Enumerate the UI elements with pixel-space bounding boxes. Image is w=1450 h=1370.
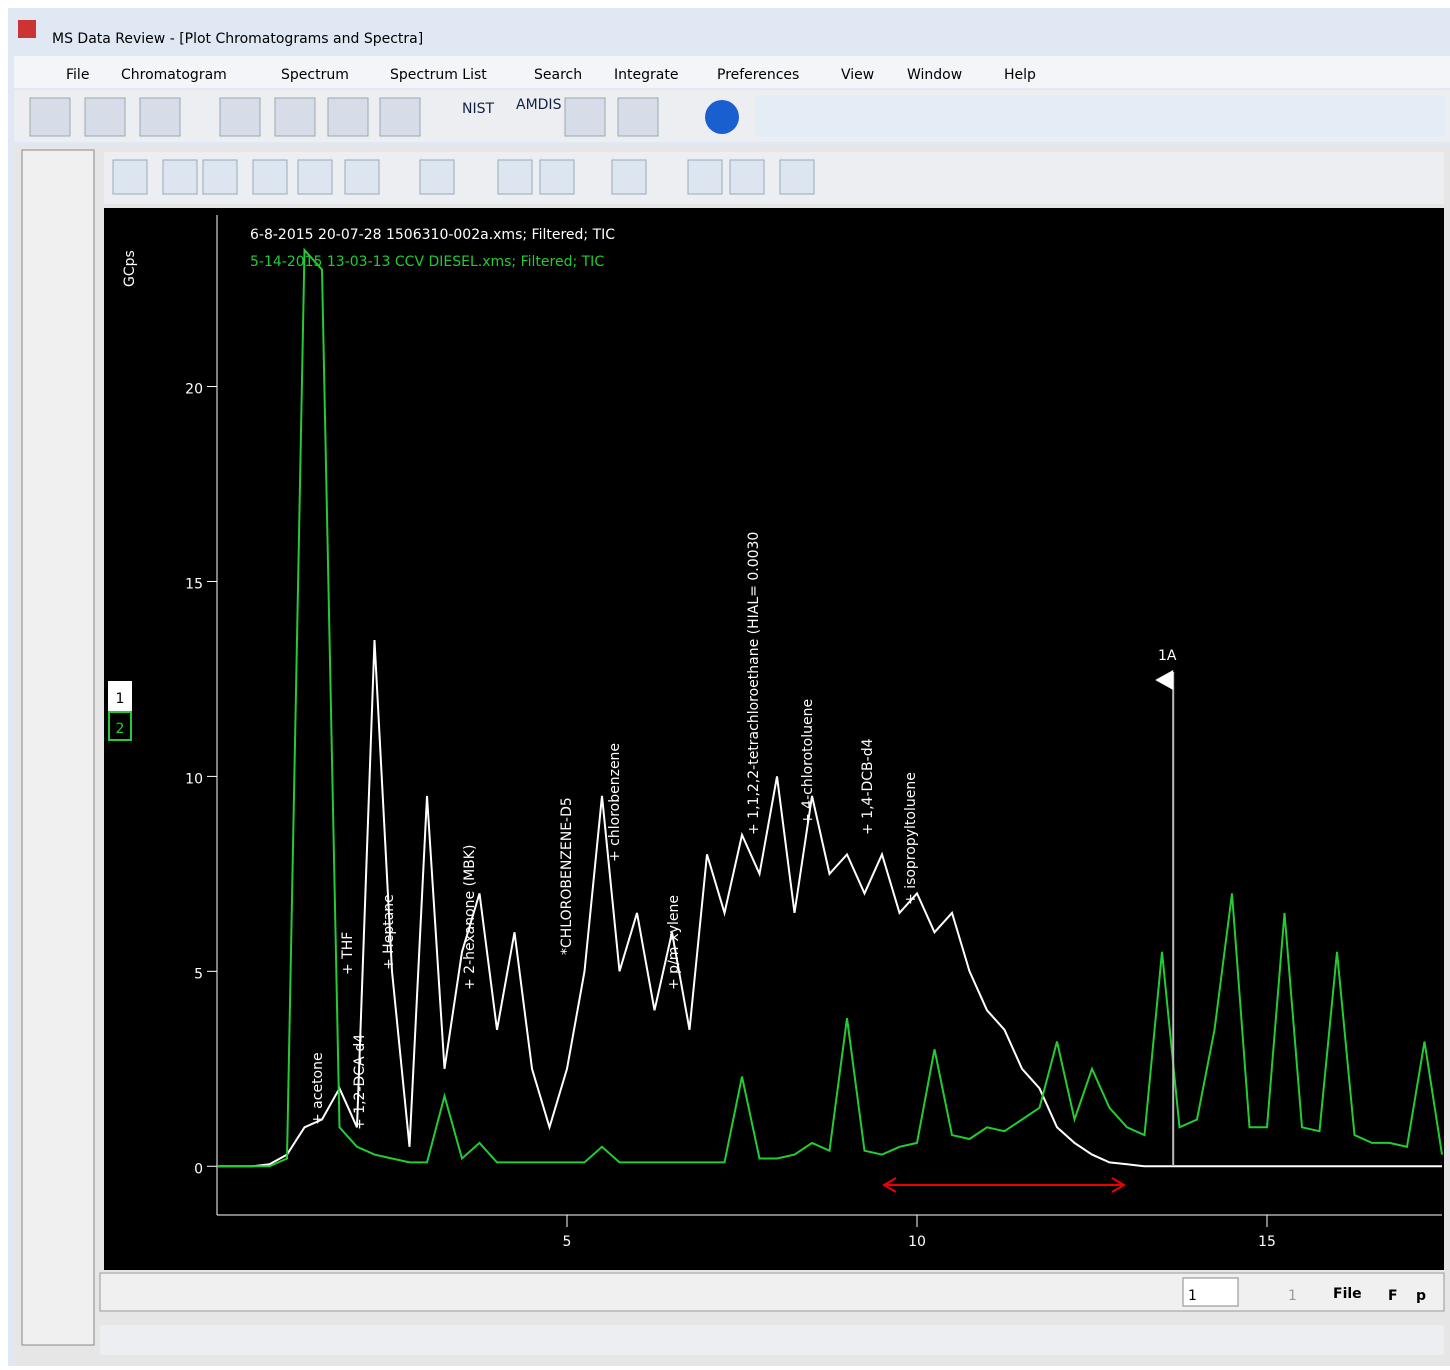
chart-tool-button[interactable] — [612, 160, 646, 194]
app-window: MS Data Review - [Plot Chromatograms and… — [0, 0, 1450, 1366]
menu-item[interactable]: Chromatogram — [121, 67, 227, 83]
chart-tool-button[interactable] — [345, 160, 379, 194]
peak-annotation: + THF — [340, 932, 356, 975]
menu-item[interactable]: Window — [907, 67, 962, 83]
toolbar-button[interactable] — [618, 98, 658, 136]
y-tick-label: 0 — [194, 1161, 203, 1177]
peak-annotation: + isopropyltoluene — [903, 772, 919, 905]
y-tick-label: 10 — [185, 771, 203, 787]
amdis-label[interactable]: AMDIS — [516, 97, 562, 113]
page-count: 1 — [1288, 1288, 1297, 1304]
peak-annotation: + 4-chlorotoluene — [800, 699, 816, 825]
chart-tool-button[interactable] — [498, 160, 532, 194]
chart-tool-button[interactable] — [688, 160, 722, 194]
peak-annotation: + 1,4-DCB-d4 — [860, 738, 876, 835]
peak-annotation: + 2-hexanone (MBK) — [462, 845, 478, 990]
toolbar-button[interactable] — [85, 98, 125, 136]
plot-area — [104, 208, 1444, 1270]
side-panel — [22, 150, 94, 1345]
toolbar-button[interactable] — [565, 98, 605, 136]
chart-tool-button[interactable] — [298, 160, 332, 194]
toolbar-button[interactable] — [30, 98, 70, 136]
f-button[interactable]: F — [1388, 1288, 1398, 1304]
toolbar-button[interactable] — [220, 98, 260, 136]
trace-selector-label: 2 — [116, 721, 125, 737]
y-tick-label: 15 — [185, 576, 203, 592]
window-title: MS Data Review - [Plot Chromatograms and… — [52, 31, 423, 47]
y-tick-label: 20 — [185, 382, 203, 398]
scrollbar — [100, 1273, 1444, 1311]
chart-tool-button[interactable] — [113, 160, 147, 194]
menu-item[interactable]: Help — [1004, 67, 1036, 83]
menu-item[interactable]: Spectrum List — [390, 67, 487, 83]
app-icon — [18, 20, 36, 38]
toolbar-button[interactable] — [140, 98, 180, 136]
peak-annotation: + p/m-xylene — [666, 895, 682, 990]
page-number[interactable]: 1 — [1188, 1288, 1197, 1304]
menu-item[interactable]: View — [841, 67, 874, 83]
x-tick-label: 10 — [908, 1234, 926, 1250]
trace-selector-label: 1 — [116, 691, 125, 707]
legend-entry: 5-14-2015 13-03-13 CCV DIESEL.xms; Filte… — [250, 254, 604, 270]
nist-label[interactable]: NIST — [462, 101, 494, 117]
peak-annotation: *CHLOROBENZENE-D5 — [559, 797, 575, 955]
menu-item[interactable]: Preferences — [717, 67, 799, 83]
toolbar-button[interactable] — [328, 98, 368, 136]
peak-annotation: + acetone — [310, 1052, 326, 1125]
menu-item[interactable]: Integrate — [614, 67, 678, 83]
peak-annotation: + chlorobenzene — [607, 743, 623, 862]
chart-tool-button[interactable] — [420, 160, 454, 194]
marker-label: 1A — [1158, 648, 1177, 664]
file-button[interactable]: File — [1333, 1286, 1362, 1302]
chart-tool-button[interactable] — [163, 160, 197, 194]
toolbar-empty — [755, 95, 1445, 137]
chart-tool-button[interactable] — [780, 160, 814, 194]
bottom-toolbar — [100, 1325, 1444, 1355]
chart-tool-button[interactable] — [203, 160, 237, 194]
legend-entry: 6-8-2015 20-07-28 1506310-002a.xms; Filt… — [250, 227, 615, 243]
y-tick-label: 5 — [194, 966, 203, 982]
peak-annotation: + Heptane — [381, 894, 397, 970]
help-button[interactable] — [705, 100, 739, 134]
menu-item[interactable]: File — [66, 67, 89, 83]
peak-annotation: + 1,1,2,2-tetrachloroethane (HIAL= 0.003… — [746, 532, 762, 835]
toolbar-button[interactable] — [380, 98, 420, 136]
p-button[interactable]: p — [1416, 1288, 1426, 1304]
chart-tool-button[interactable] — [730, 160, 764, 194]
chart-tool-button[interactable] — [253, 160, 287, 194]
peak-annotation: + 1,2-DCA-d4 — [352, 1034, 368, 1130]
menu-item[interactable]: Search — [534, 67, 582, 83]
chart-tool-button[interactable] — [540, 160, 574, 194]
x-tick-label: 15 — [1258, 1234, 1276, 1250]
toolbar-button[interactable] — [275, 98, 315, 136]
x-tick-label: 5 — [563, 1234, 572, 1250]
menu-item[interactable]: Spectrum — [281, 67, 349, 83]
y-axis-label: GCps — [122, 250, 138, 287]
